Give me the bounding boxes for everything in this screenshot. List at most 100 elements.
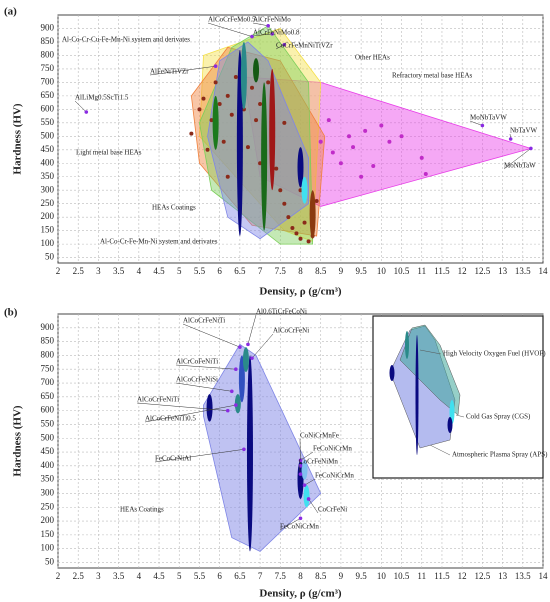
inset-hvof-region bbox=[399, 324, 461, 416]
x-tick-label: 13.5 bbox=[515, 266, 531, 276]
panel-label: (a) bbox=[4, 6, 17, 18]
data-point bbox=[399, 134, 404, 139]
y-axis-label: Hardness (HV) bbox=[12, 103, 24, 175]
x-tick-label: 8.5 bbox=[315, 571, 327, 581]
annotation: AlFeNiTiVZr bbox=[150, 68, 189, 76]
leader-line bbox=[279, 518, 301, 531]
x-tick-label: 2 bbox=[56, 266, 61, 276]
x-tick-label: 11.5 bbox=[434, 571, 450, 581]
annotation: FeCoNiCrMn bbox=[315, 472, 354, 480]
x-tick-label: 12.5 bbox=[475, 571, 491, 581]
y-tick-label: 400 bbox=[41, 157, 55, 167]
x-tick-label: 10.5 bbox=[394, 571, 410, 581]
x-tick-label: 13 bbox=[498, 266, 508, 276]
annotated-point bbox=[229, 389, 234, 394]
x-tick-label: 12.5 bbox=[475, 266, 491, 276]
data-point bbox=[423, 172, 428, 177]
inset-mark bbox=[415, 335, 419, 455]
inset-leader bbox=[455, 414, 465, 418]
data-point bbox=[245, 145, 250, 150]
x-tick-label: 4 bbox=[137, 571, 142, 581]
x-tick-label: 9 bbox=[339, 571, 344, 581]
y-tick-label: 750 bbox=[41, 363, 55, 373]
data-point bbox=[351, 145, 356, 150]
y-tick-label: 100 bbox=[41, 238, 55, 248]
data-point bbox=[274, 166, 279, 171]
data-point bbox=[282, 120, 287, 125]
inset: High Velocity Oxygen Fuel (HVOF) Cold Ga… bbox=[372, 315, 548, 479]
data-point bbox=[359, 174, 364, 179]
range-ellipse bbox=[309, 190, 316, 239]
leader-line bbox=[247, 314, 257, 345]
annotated-point bbox=[238, 345, 242, 349]
annotation: AlCoCrFeNiTi bbox=[183, 317, 225, 325]
x-tick-label: 11 bbox=[417, 571, 426, 581]
y-tick-label: 700 bbox=[41, 377, 55, 387]
range-ellipse bbox=[261, 82, 268, 231]
x-tick-label: 3 bbox=[96, 266, 101, 276]
x-tick-label: 2.5 bbox=[73, 571, 85, 581]
range-ellipse bbox=[238, 355, 245, 403]
range-ellipse bbox=[253, 58, 260, 83]
x-tick-label: 2 bbox=[56, 571, 61, 581]
range-ellipse bbox=[303, 485, 310, 508]
y-tick-label: 700 bbox=[41, 76, 55, 86]
x-tick-label: 4.5 bbox=[153, 571, 165, 581]
y-tick-label: 450 bbox=[41, 446, 55, 456]
y-tick-label: 150 bbox=[41, 529, 55, 539]
data-point bbox=[201, 96, 206, 101]
y-tick-label: 550 bbox=[41, 418, 55, 428]
annotated-point bbox=[234, 403, 238, 407]
data-point bbox=[314, 199, 319, 203]
leader-line bbox=[74, 100, 87, 113]
y-tick-label: 650 bbox=[41, 90, 55, 100]
x-tick-label: 3.5 bbox=[113, 571, 125, 581]
x-tick-label: 7.5 bbox=[275, 266, 287, 276]
range-ellipse bbox=[242, 347, 249, 372]
annotated-point bbox=[266, 23, 270, 28]
annotation: AlCrFeNiMo bbox=[253, 16, 291, 24]
y-tick-label: 850 bbox=[41, 36, 55, 46]
leader-line bbox=[207, 22, 253, 37]
range-ellipse bbox=[240, 41, 247, 110]
data-point bbox=[229, 112, 234, 117]
annotated-point bbox=[508, 137, 513, 141]
x-tick-label: 3.5 bbox=[113, 266, 125, 276]
data-point bbox=[298, 236, 303, 241]
region-label: Al-Co-Cr-Fe-Mn-Ni system and derivates bbox=[100, 238, 218, 246]
data-point bbox=[387, 139, 392, 144]
data-point bbox=[258, 101, 263, 106]
annotation: AlCoCrFeNiSi bbox=[176, 376, 218, 384]
panel-label: (b) bbox=[4, 307, 18, 319]
y-tick-label: 200 bbox=[41, 515, 55, 525]
x-tick-label: 3 bbox=[96, 571, 101, 581]
data-point bbox=[278, 188, 283, 193]
leader-line bbox=[149, 65, 216, 76]
x-tick-label: 5.5 bbox=[194, 571, 206, 581]
range-ellipse bbox=[301, 176, 308, 204]
data-point bbox=[294, 231, 299, 236]
data-point bbox=[233, 75, 238, 79]
y-tick-label: 350 bbox=[41, 171, 55, 181]
data-point bbox=[330, 150, 335, 155]
data-point bbox=[250, 85, 254, 90]
inset-mark bbox=[389, 365, 395, 381]
data-point bbox=[326, 118, 331, 123]
inset-label: Atmospheric Plasma Spray (APS) bbox=[452, 451, 548, 459]
annotated-point bbox=[298, 516, 303, 521]
y-axis-label: Hardness (HV) bbox=[12, 405, 24, 477]
range-ellipse bbox=[297, 147, 304, 188]
data-point bbox=[371, 163, 376, 168]
region-label: Al-Co-Cr-Cu-Fe-Mn-Ni system and derivate… bbox=[62, 36, 190, 44]
annotated-point bbox=[480, 123, 485, 128]
y-tick-label: 250 bbox=[41, 501, 55, 511]
range-ellipse bbox=[246, 355, 253, 552]
leader-line bbox=[175, 382, 232, 392]
data-point bbox=[379, 123, 384, 128]
x-tick-label: 2.5 bbox=[73, 266, 85, 276]
y-tick-label: 550 bbox=[41, 117, 55, 127]
data-point bbox=[363, 128, 368, 133]
annotated-point bbox=[225, 408, 230, 413]
data-point bbox=[213, 80, 218, 85]
